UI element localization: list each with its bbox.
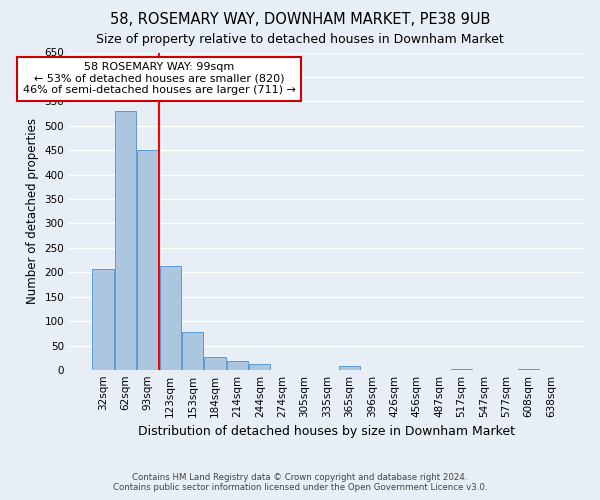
Bar [518,368,539,370]
Bar [160,266,181,370]
Text: Size of property relative to detached houses in Downham Market: Size of property relative to detached ho… [96,32,504,46]
Text: 58, ROSEMARY WAY, DOWNHAM MARKET, PE38 9UB: 58, ROSEMARY WAY, DOWNHAM MARKET, PE38 9… [110,12,490,28]
Text: 58 ROSEMARY WAY: 99sqm
← 53% of detached houses are smaller (820)
46% of semi-de: 58 ROSEMARY WAY: 99sqm ← 53% of detached… [23,62,296,96]
Bar [339,366,360,370]
Text: Contains HM Land Registry data © Crown copyright and database right 2024.
Contai: Contains HM Land Registry data © Crown c… [113,473,487,492]
Bar [451,368,472,370]
Bar [137,150,158,370]
Bar [227,361,248,370]
Bar [92,269,114,370]
Bar [205,357,226,370]
Y-axis label: Number of detached properties: Number of detached properties [26,118,39,304]
Bar [115,111,136,370]
Bar [182,332,203,370]
Bar [249,364,271,370]
X-axis label: Distribution of detached houses by size in Downham Market: Distribution of detached houses by size … [139,426,515,438]
